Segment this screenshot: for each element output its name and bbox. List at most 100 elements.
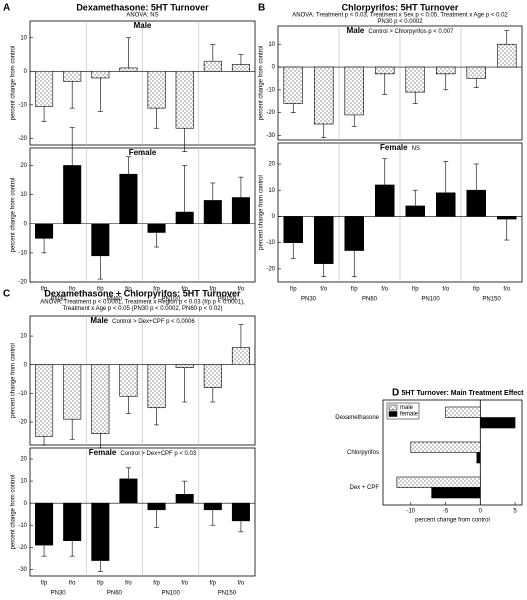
legend-label: male [400,405,414,411]
bar [119,173,138,225]
y-tick-label: -10 [266,240,275,246]
x-tick-label: f/p [473,287,480,293]
x-tick-label: f/p [97,287,104,293]
y-tick-label: -10 [266,87,275,93]
bar [410,441,481,453]
y-axis-label: percent change from control [259,175,265,250]
x-tick-label: f/p [97,581,104,587]
group-label: PN30 [301,297,317,303]
bar [175,494,194,504]
x-tick-label: 5 [513,509,517,515]
bar [147,70,166,109]
bar [313,216,334,264]
bar [35,223,54,239]
bar [203,502,222,511]
bar [496,216,517,220]
anova-text: ANOVA: NS [126,13,158,19]
bar [231,197,250,225]
y-tick-label: -20 [18,280,27,286]
y-tick-label: Chlorpyrifos [347,450,379,456]
subplot-label: Male [90,316,108,325]
x-tick-label: f/p [412,287,419,293]
y-tick-label: -10 [18,391,27,397]
x-tick-label: f/p [41,287,48,293]
y-tick-label: 20 [20,457,27,463]
subplot-label: Male [347,26,365,35]
bar [374,184,395,217]
group-label: PN30 [51,591,67,597]
bar [119,67,138,72]
y-tick-label: Dexamethasone [335,415,379,421]
bar [119,364,138,397]
y-tick-label: -10 [18,250,27,256]
x-tick-label: f/o [238,287,245,293]
bar [175,211,194,225]
bar [313,66,334,125]
y-axis-label: percent change from control [259,46,265,121]
bar [203,364,222,388]
y-tick-label: 10 [20,334,27,340]
bar [63,502,82,541]
bar [203,60,222,72]
bar [175,364,194,368]
x-tick-label: f/p [209,581,216,587]
x-tick-label: f/p [290,287,297,293]
bar [63,364,82,420]
panel-title: Chlorpyrifos: 5HT Turnover [342,2,459,12]
bar [147,502,166,511]
y-tick-label: -20 [266,266,275,272]
y-tick-label: 10 [268,42,275,48]
legend-swatch [388,404,398,411]
x-tick-label: f/o [125,581,132,587]
x-tick-label: -5 [443,509,449,515]
y-axis-label: percent change from control [11,46,17,121]
y-tick-label: -30 [266,133,275,139]
bar [344,216,365,251]
group-label: PN100 [421,297,440,303]
group-label: PN100 [161,297,180,303]
bar [35,70,54,107]
panel-letter: D [392,388,399,399]
bar [476,452,481,464]
anova-text: Treatment x Age p < 0.05 (PN30 p < 0.000… [62,306,222,312]
y-tick-label: 20 [20,163,27,169]
y-tick-label: 0 [24,221,28,227]
y-tick-label: 20 [268,162,275,168]
bar [405,66,426,93]
bar [63,70,82,82]
bar [405,205,426,217]
x-tick-label: f/o [442,287,449,293]
subplot-label: Female [380,143,408,152]
x-tick-label: f/o [69,581,76,587]
y-tick-label: 0 [24,69,28,75]
x-tick-label: f/o [320,287,327,293]
group-label: PN30 [51,297,67,303]
bar [63,165,82,225]
x-tick-label: f/o [125,287,132,293]
y-axis-label: percent change from control [11,475,17,550]
bar [445,406,481,418]
group-label: PN150 [218,591,237,597]
panel-title: 5HT Turnover: Main Treatment Effect [401,390,524,397]
x-tick-label: -10 [406,509,415,515]
bar [374,66,395,75]
y-axis-label: percent change from control [11,178,17,253]
bar [435,192,456,217]
bar [147,223,166,233]
bar [479,417,516,429]
bar [231,64,250,72]
y-tick-label: -10 [18,523,27,529]
group-label: PN60 [107,591,123,597]
bar [466,189,487,217]
y-tick-label: 10 [20,479,27,485]
anova-text: ANOVA: Treatment p < 0.0001, Treatment x… [40,300,245,306]
y-tick-label: 0 [272,214,276,220]
x-tick-label: f/p [41,581,48,587]
y-axis-label: percent change from control [11,343,17,418]
subplot-note: Control > Dex+CPF p < 0.03 [120,451,197,457]
bar [344,66,365,116]
plot-frame [382,399,523,506]
bar [91,223,110,257]
subplot-note: Control > Dex+CPF p < 0.0006 [112,319,195,325]
